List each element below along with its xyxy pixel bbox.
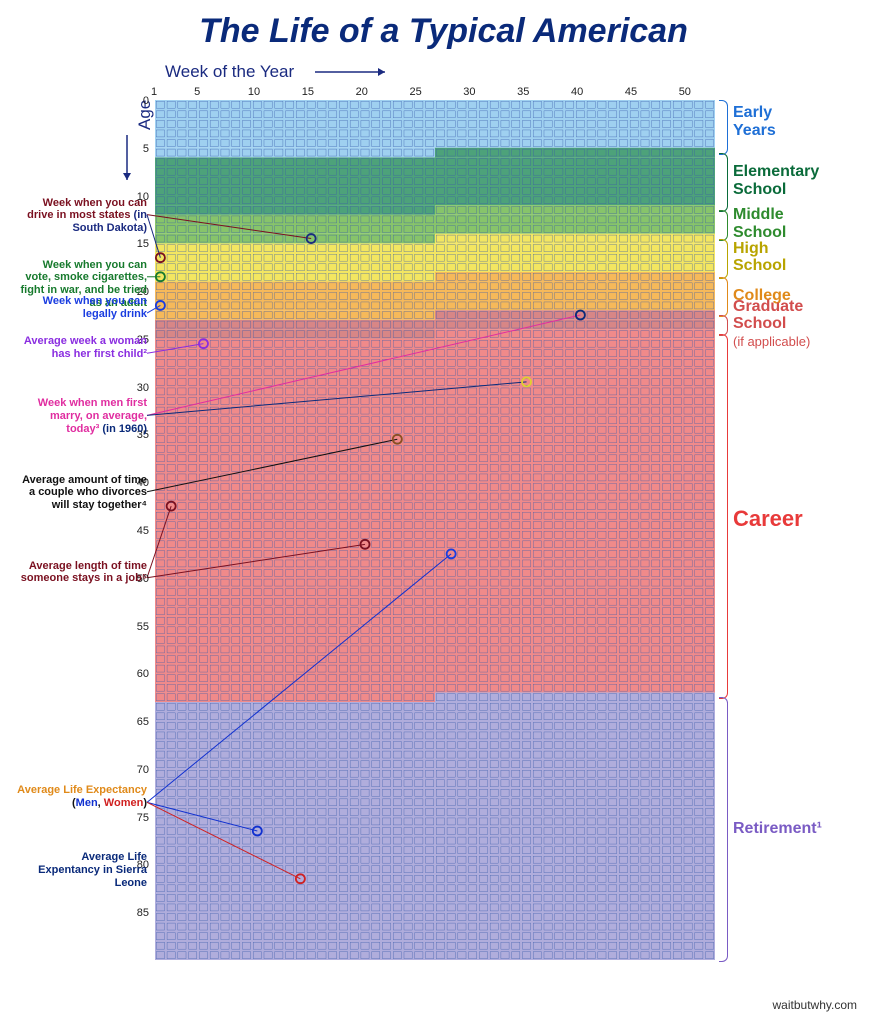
y-tick: 30 — [137, 382, 149, 394]
annotation-drive: Week when you can drive in most states (… — [17, 197, 147, 235]
y-tick: 55 — [137, 621, 149, 633]
phase-bracket — [719, 239, 728, 279]
phase-early-years — [155, 100, 715, 148]
phase-label: EarlyYears — [733, 104, 873, 139]
phase-label: MiddleSchool — [733, 206, 873, 241]
annotation-sierra: Average Life Expentancy in Sierra Leone — [17, 851, 147, 889]
phase-label: ElementarySchool — [733, 163, 873, 198]
y-tick: 60 — [137, 668, 149, 680]
phase-bracket — [719, 100, 728, 155]
y-tick: 65 — [137, 716, 149, 728]
phase-label: GraduateSchool(if applicable) — [733, 298, 873, 351]
annotation-job: Average length of time someone stays in … — [17, 560, 147, 585]
annotation-drink: Week when you can legally drink — [17, 295, 147, 320]
x-tick: 15 — [302, 86, 314, 98]
x-tick: 35 — [517, 86, 529, 98]
x-tick: 20 — [356, 86, 368, 98]
phase-label: HighSchool — [733, 240, 873, 275]
phase-career — [155, 329, 715, 692]
annotation-first-child: Average week a woman has her first child… — [17, 335, 147, 360]
phase-bracket — [719, 315, 728, 336]
x-tick: 5 — [194, 86, 200, 98]
y-tick: 45 — [137, 525, 149, 537]
phase-bracket — [719, 210, 728, 241]
x-tick: 1 — [151, 86, 157, 98]
y-tick: 70 — [137, 764, 149, 776]
y-tick: 85 — [137, 907, 149, 919]
x-axis-label: Week of the Year — [165, 62, 294, 82]
y-tick: 75 — [137, 812, 149, 824]
phase-bracket — [719, 277, 728, 317]
phase-bracket — [719, 153, 728, 212]
x-tick: 45 — [625, 86, 637, 98]
y-tick: 0 — [143, 95, 149, 107]
annotation-marry: Week when men first marry, on average, t… — [17, 397, 147, 435]
y-tick: 15 — [137, 238, 149, 250]
x-tick: 25 — [409, 86, 421, 98]
y-tick: 5 — [143, 143, 149, 155]
phase-label: Retirement¹ — [733, 820, 873, 838]
annotation-life-exp: Average Life Expectancy (Men, Women) — [17, 784, 147, 809]
phase-label: Career — [733, 507, 873, 531]
x-tick: 40 — [571, 86, 583, 98]
phase-bracket — [719, 697, 728, 962]
x-tick: 10 — [248, 86, 260, 98]
x-tick: 30 — [463, 86, 475, 98]
x-tick: 50 — [679, 86, 691, 98]
phase-bracket — [719, 334, 728, 699]
annotation-divorce: Average amount of time a couple who divo… — [17, 474, 147, 512]
